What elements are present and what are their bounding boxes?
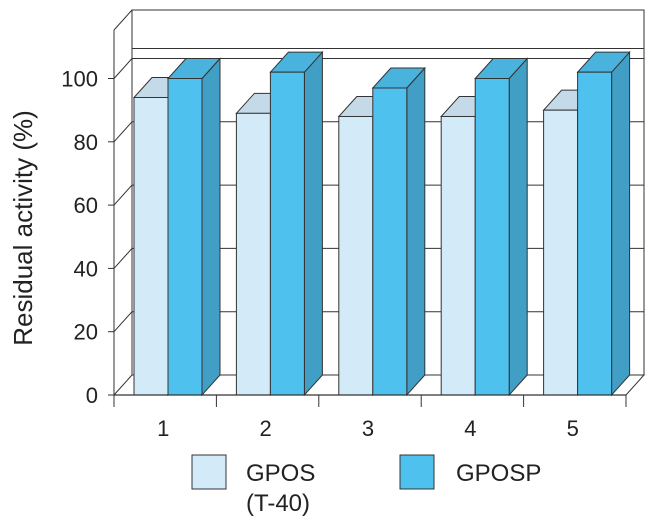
- gridline-depth: [113, 311, 133, 333]
- legend-label: GPOS (T-40): [246, 460, 315, 517]
- y-tick-label: 60: [74, 193, 98, 218]
- y-tick-label: 80: [74, 130, 98, 155]
- y-tick-label: 40: [74, 256, 98, 281]
- x-tick-label: 5: [567, 416, 579, 441]
- y-tick-label: 20: [74, 320, 98, 345]
- bar-front: [133, 96, 169, 396]
- bar-front: [577, 71, 613, 396]
- gridline-depth: [113, 184, 133, 206]
- x-tick-label: 4: [464, 416, 476, 441]
- bar-gposp-1: [166, 57, 222, 397]
- legend: GPOS (T-40) GPOSP: [191, 454, 541, 517]
- gridline-depth: [113, 121, 133, 143]
- bar-front: [269, 71, 305, 396]
- bar-front: [372, 87, 408, 396]
- bar-gposp-4: [474, 57, 529, 397]
- bar-front: [235, 112, 271, 396]
- legend-item-gposp: GPOSP: [399, 454, 541, 490]
- bar-side: [406, 66, 426, 397]
- bar-side: [303, 50, 323, 397]
- x-axis: 1 2 3 4 5: [113, 394, 627, 441]
- x-tick-label: 3: [362, 416, 374, 441]
- x-tick-label: 2: [259, 416, 271, 441]
- legend-swatch: [191, 454, 227, 490]
- y-tick-label: 0: [86, 383, 98, 408]
- bar-front: [440, 115, 476, 396]
- bar-side: [201, 57, 221, 397]
- legend-label: GPOSP: [456, 460, 541, 487]
- bar-front: [338, 115, 374, 396]
- bar-front: [474, 78, 510, 396]
- y-tick-label: 100: [61, 67, 98, 92]
- y-axis: 0 20 40 60 80 100: [61, 67, 114, 408]
- legend-item-gpos: GPOS (T-40): [191, 454, 315, 517]
- bar-gposp-2: [269, 50, 324, 397]
- x-tick-label: 1: [157, 416, 169, 441]
- bar-side: [611, 50, 631, 397]
- bar-gposp-3: [371, 66, 426, 397]
- bars: [132, 50, 631, 397]
- bar-front: [543, 109, 579, 396]
- gridline-depth: [113, 248, 133, 269]
- gridline-depth: [113, 58, 133, 79]
- left-wall-top-edge: [113, 9, 133, 31]
- y-axis-title: Residual activity (%): [8, 110, 38, 346]
- bar-front: [167, 78, 203, 396]
- bar-gposp-5: [576, 50, 631, 397]
- legend-swatch: [399, 454, 435, 490]
- bar-side: [508, 57, 528, 397]
